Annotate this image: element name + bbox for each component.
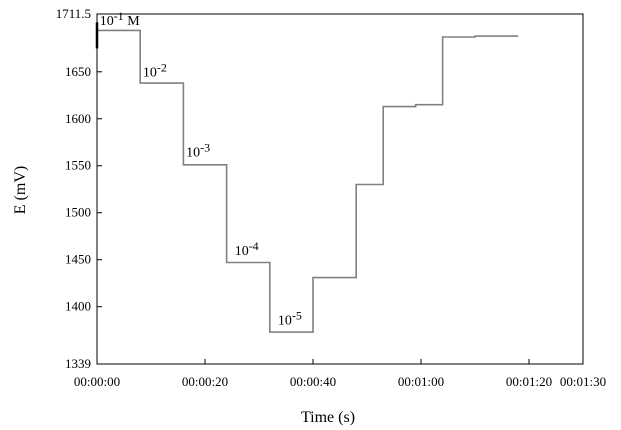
y-tick-label: 1450 [65, 252, 91, 267]
y-tick-label: 1650 [65, 64, 91, 79]
concentration-label: 10-1 M [100, 9, 141, 29]
concentration-label: 10-2 [143, 60, 167, 80]
x-tick-label: 00:01:00 [398, 374, 444, 389]
annotation-group: 10-1 M 10-2 10-3 10-4 10-5 [100, 9, 302, 329]
concentration-label: 10-5 [278, 309, 302, 329]
y-tick-label: 1711.5 [56, 6, 91, 21]
potential-series-line [97, 29, 519, 333]
y-tick-label: 1400 [65, 299, 91, 314]
concentration-label: 10-4 [235, 239, 259, 259]
series-group [95, 22, 519, 333]
x-tick-label: 00:00:00 [74, 374, 120, 389]
x-tick-label: 00:01:20 [506, 374, 552, 389]
y-axis-title: E (mV) [12, 166, 29, 214]
concentration-label: 10-3 [186, 140, 210, 160]
y-tick-label: 1550 [65, 158, 91, 173]
x-axis-title: Time (s) [301, 409, 355, 426]
x-tick-label: 00:01:30 [560, 374, 606, 389]
y-tick-label: 1600 [65, 111, 91, 126]
y-tick-label: 1500 [65, 205, 91, 220]
x-tick-label: 00:00:40 [290, 374, 336, 389]
x-tick-label: 00:00:20 [182, 374, 228, 389]
tick-group: 1339 1400 1450 1500 1550 1600 1650 1711.5 00:00:… [56, 6, 606, 389]
plot-area [96, 13, 584, 365]
y-tick-label: 1339 [65, 356, 91, 371]
